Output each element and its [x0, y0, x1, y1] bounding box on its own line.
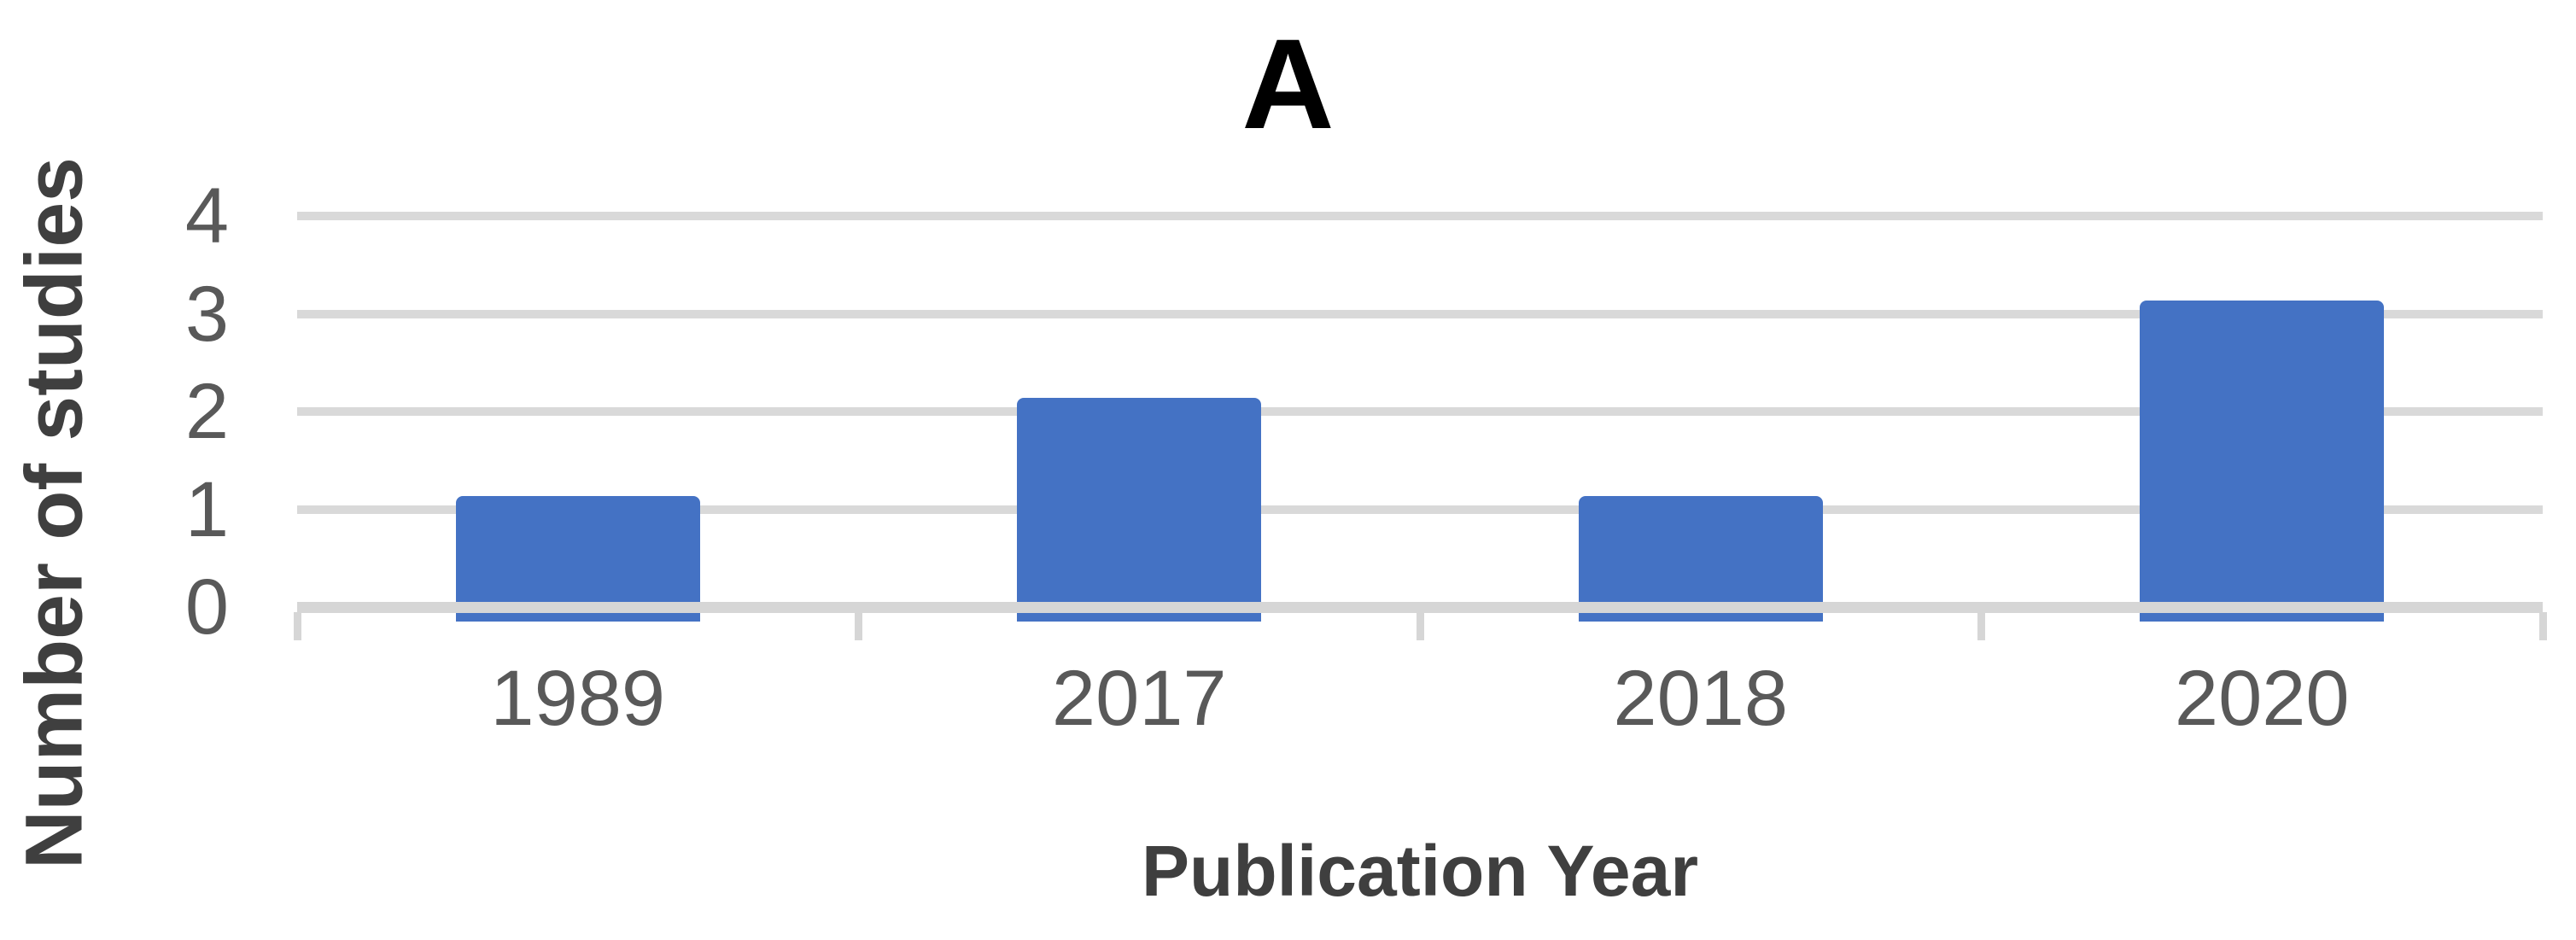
gridline-y3 [297, 309, 2543, 318]
bar-2017 [1017, 398, 1262, 622]
chart-title: A [1241, 12, 1335, 155]
gridline-y2 [297, 407, 2543, 416]
x-axis-tick [1416, 611, 1424, 640]
x-axis-tick [293, 611, 301, 640]
x-axis-tick [1977, 611, 1985, 640]
bar-2018 [1578, 495, 1823, 622]
x-axis-tick [855, 611, 862, 640]
x-tick-label-2020: 2020 [2174, 655, 2350, 742]
gridline-y4 [297, 212, 2543, 220]
y-tick-label-0: 0 [184, 563, 229, 651]
y-tick-label-4: 4 [184, 172, 229, 260]
y-tick-label-1: 1 [184, 465, 229, 553]
y-tick-label-3: 3 [184, 270, 229, 358]
bar-1989 [455, 495, 700, 622]
y-tick-label-2: 2 [184, 368, 229, 455]
x-axis-line [297, 601, 2543, 613]
x-tick-label-2017: 2017 [1051, 655, 1227, 742]
x-axis-title: Publication Year [1141, 831, 1699, 911]
x-axis-tick [2538, 611, 2547, 640]
x-tick-label-2018: 2018 [1613, 655, 1789, 742]
bar-2020 [2140, 300, 2385, 622]
x-tick-label-1989: 1989 [490, 655, 666, 742]
gridline-y1 [297, 505, 2543, 514]
